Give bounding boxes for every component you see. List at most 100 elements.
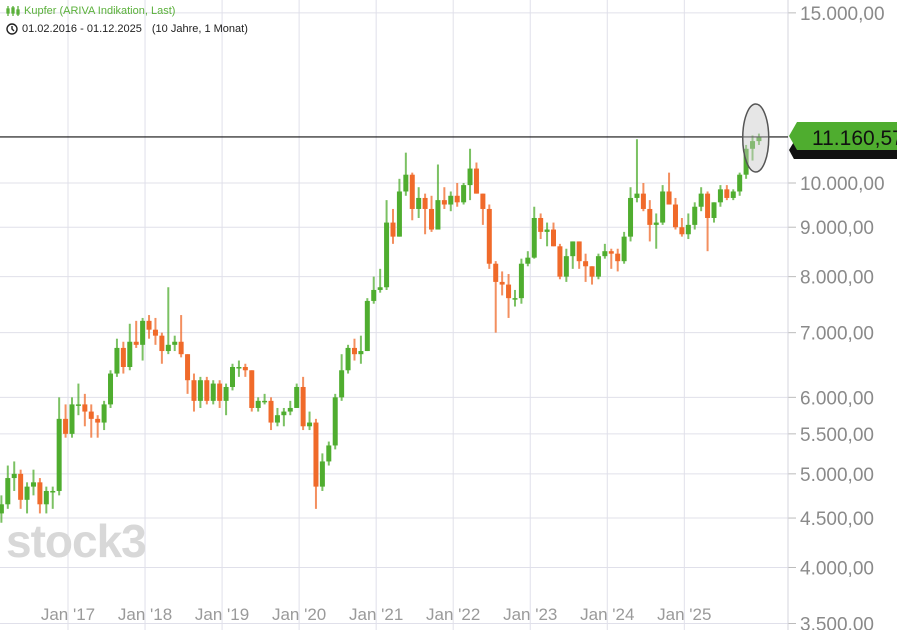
candle-body (172, 341, 178, 345)
candle-body (230, 366, 235, 387)
candle-body (95, 418, 101, 423)
candle-body (133, 341, 139, 345)
candle-body (429, 208, 435, 230)
candle-body (249, 370, 255, 408)
clock-icon (6, 23, 18, 35)
candle-body (345, 347, 351, 371)
y-tick-label: 5.500,00 (800, 425, 874, 446)
candle-body (717, 189, 723, 203)
y-tick-label: 7.000,00 (800, 324, 874, 345)
candle-body (518, 263, 524, 299)
candle-body (756, 136, 762, 142)
y-tick-label: 5.000,00 (800, 465, 874, 486)
candle-body (576, 241, 582, 262)
candle-body (313, 422, 319, 487)
last-price-tag (789, 122, 897, 159)
candle-body (441, 200, 447, 205)
candlestick-icon (6, 6, 20, 16)
candle-body (473, 168, 479, 194)
candle-body (300, 386, 306, 427)
y-tick-label: 3.500,00 (800, 615, 874, 630)
y-tick-label: 10.000,00 (800, 174, 885, 195)
candle-body (339, 370, 345, 398)
candle-body (666, 191, 672, 205)
candle-body (120, 347, 126, 367)
candle-body (262, 400, 268, 403)
candle-body (384, 222, 390, 288)
candle-body (698, 193, 704, 207)
y-tick-label: 6.000,00 (800, 388, 874, 409)
candle-body (480, 193, 486, 209)
candle-body (615, 253, 621, 262)
y-tick-label: 8.000,00 (800, 268, 874, 289)
candle-body (750, 141, 756, 149)
candle-body (358, 351, 364, 355)
candle-body (371, 289, 377, 301)
y-tick-label: 15.000,00 (800, 4, 885, 25)
candle-body (287, 407, 293, 412)
candle-body (409, 174, 415, 209)
candle-body (583, 261, 589, 267)
candle-body (101, 404, 107, 423)
candle-body (191, 380, 197, 401)
candle-body (75, 404, 81, 406)
candle-body (236, 366, 242, 369)
candle-body (493, 263, 499, 282)
candle-body (242, 366, 248, 371)
candle-body (563, 256, 569, 277)
candle-body (435, 200, 441, 230)
candle-body (326, 445, 332, 462)
candle-body (737, 174, 743, 192)
candle-body (724, 189, 730, 198)
candle-body (56, 418, 62, 491)
candle-body (217, 383, 223, 401)
stock3-watermark: stock3 (6, 514, 147, 568)
candle-body (602, 251, 608, 257)
candle-body (69, 404, 75, 434)
candle-body (403, 174, 409, 192)
x-tick-label: Jan '19 (195, 605, 249, 624)
candle-body (422, 197, 428, 209)
date-range: 01.02.2016 - 01.12.2025 (10 Jahre, 1 Mon… (6, 23, 248, 35)
candle-body (152, 329, 158, 336)
candle-body (506, 284, 512, 299)
candle-body (146, 320, 152, 330)
candle-body (570, 241, 576, 257)
last-price-label: 11.160,57 (812, 127, 897, 150)
candle-body (634, 193, 640, 198)
candle-body (268, 400, 274, 423)
candle-body (197, 380, 203, 401)
candle-body (319, 461, 325, 487)
candle-body (127, 341, 133, 367)
candle-body (499, 281, 505, 285)
x-tick-label: Jan '21 (349, 605, 403, 624)
candle-body (5, 478, 11, 505)
candle-body (210, 383, 216, 401)
candle-body (679, 227, 685, 235)
candle-body (628, 197, 634, 237)
x-tick-label: Jan '17 (41, 605, 95, 624)
candle-body (82, 404, 88, 412)
candle-body (223, 386, 229, 401)
candle-body (50, 490, 56, 493)
candle-body (467, 168, 473, 186)
candle-body (281, 411, 287, 416)
x-tick-label: Jan '23 (503, 605, 557, 624)
candle-body (730, 191, 736, 198)
x-tick-label: Jan '20 (272, 605, 326, 624)
highlight-ellipse (741, 103, 770, 173)
candle-body (0, 504, 4, 514)
candle-body (204, 380, 210, 401)
candle-body (390, 222, 396, 237)
candle-body (274, 415, 280, 423)
candle-body (377, 287, 383, 290)
chart-legend[interactable]: Kupfer (ARIVA Indikation, Last) (6, 5, 175, 17)
candle-body (185, 354, 191, 381)
candle-body (140, 320, 146, 345)
candle-body (159, 335, 165, 352)
candle-body (396, 191, 402, 237)
y-tick-label: 9.000,00 (800, 218, 874, 239)
candle-body (711, 202, 717, 218)
candle-body (512, 298, 518, 300)
